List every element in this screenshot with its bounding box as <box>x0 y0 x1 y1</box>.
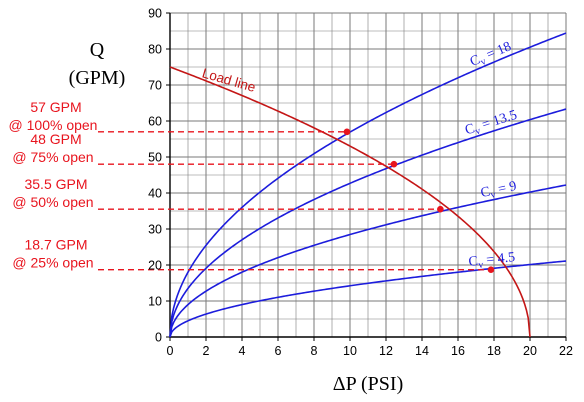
y-tick-label: 70 <box>148 79 162 93</box>
y-axis-title-line2: (GPM) <box>69 67 126 89</box>
tick-labels: 0 2 4 6 8 10 12 14 16 18 20 22 0 10 20 30 40 50 60 70 80 90 <box>148 7 573 359</box>
annotation-flow-0: 57 GPM <box>30 99 81 115</box>
x-tick-label: 2 <box>203 344 210 358</box>
annotation-flow-3: 18.7 GPM <box>24 237 87 253</box>
x-tick-label: 20 <box>523 344 537 358</box>
x-tick-label: 4 <box>239 344 246 358</box>
cv-label-prefix: C <box>468 254 479 270</box>
cv-label-sub: v <box>490 189 497 201</box>
y-tick-label: 50 <box>148 151 162 165</box>
annotation-opening-1: @ 75% open <box>12 149 93 165</box>
x-tick-label: 10 <box>343 344 357 358</box>
cv-label-suffix: = 4.5 <box>482 250 516 268</box>
operating-points <box>343 128 495 273</box>
operating-point-2 <box>437 205 444 213</box>
cv-label-sub: v <box>474 125 482 137</box>
annotation-flow-1: 48 GPM <box>30 131 81 147</box>
cv-label-sub: v <box>478 259 484 270</box>
annotation-opening-0: @ 100% open <box>9 117 98 133</box>
x-tick-label: 14 <box>415 344 429 358</box>
cv-label-suffix: = 9 <box>493 179 518 198</box>
guide-lines <box>98 131 491 271</box>
x-tick-label: 8 <box>311 344 318 358</box>
y-tick-label: 20 <box>148 259 162 273</box>
valve-curve-3 <box>169 260 567 338</box>
y-tick-label: 40 <box>148 187 162 201</box>
y-tick-label: 0 <box>155 331 162 345</box>
x-tick-label: 6 <box>275 344 282 358</box>
cv-label-prefix: C <box>463 121 476 138</box>
operating-point-3 <box>487 266 495 273</box>
load-line <box>169 66 531 338</box>
annotation-flow-2: 35.5 GPM <box>24 176 87 192</box>
annotation-opening-3: @ 25% open <box>12 255 93 271</box>
cv-label-3: Cv = 4.5 <box>468 250 516 272</box>
x-axis-title: ΔP (PSI) <box>333 373 403 395</box>
operating-point-1 <box>390 160 398 168</box>
x-tick-label: 18 <box>487 344 501 358</box>
y-tick-label: 90 <box>148 7 162 21</box>
cv-label-1: Cv = 13.5 <box>463 108 519 141</box>
valve-curves <box>169 32 567 338</box>
load-line-group <box>169 66 531 338</box>
x-tick-label: 0 <box>167 344 174 358</box>
x-tick-label: 12 <box>379 344 393 358</box>
y-tick-label: 30 <box>148 223 162 237</box>
grid <box>166 12 567 341</box>
annotation-opening-2: @ 50% open <box>12 194 93 210</box>
valve-curve-2 <box>169 184 567 338</box>
x-tick-label: 22 <box>559 344 573 358</box>
y-tick-label: 10 <box>148 295 162 309</box>
valve-curve-0 <box>169 32 567 338</box>
y-tick-label: 80 <box>148 43 162 57</box>
valve-curve-1 <box>169 108 567 338</box>
cv-label-prefix: C <box>479 184 491 201</box>
cv-label-2: Cv = 9 <box>479 179 518 203</box>
x-tick-label: 16 <box>451 344 465 358</box>
y-axis-title-line1: Q <box>90 39 105 61</box>
cv-label-sub: v <box>479 56 488 68</box>
y-tick-label: 60 <box>148 115 162 129</box>
operating-point-0 <box>343 128 351 136</box>
